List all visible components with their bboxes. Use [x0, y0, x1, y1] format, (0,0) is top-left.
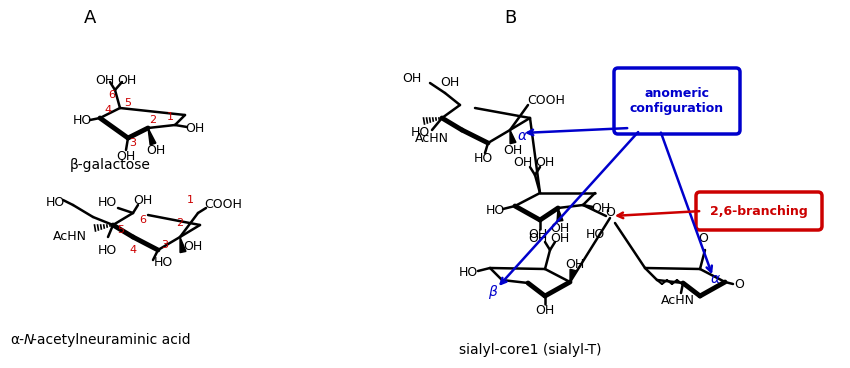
Text: O: O — [698, 231, 708, 244]
Text: -acetylneuraminic acid: -acetylneuraminic acid — [32, 333, 190, 347]
Text: OH: OH — [116, 149, 136, 163]
Text: HO: HO — [473, 152, 493, 164]
Text: 3: 3 — [162, 240, 168, 250]
Text: OH: OH — [565, 258, 585, 270]
Text: 4: 4 — [129, 245, 137, 255]
Text: HO: HO — [98, 244, 116, 256]
Text: OH: OH — [184, 241, 202, 254]
Text: 1: 1 — [186, 195, 194, 205]
Text: HO: HO — [586, 227, 604, 241]
Text: OH: OH — [536, 156, 554, 170]
Text: O: O — [605, 205, 615, 219]
Polygon shape — [180, 237, 186, 252]
Text: 5: 5 — [124, 98, 132, 108]
Text: OH: OH — [529, 231, 547, 244]
FancyBboxPatch shape — [696, 192, 822, 230]
Text: α-: α- — [10, 333, 24, 347]
Text: OH: OH — [146, 144, 166, 156]
Polygon shape — [557, 208, 563, 222]
Text: AcHN: AcHN — [415, 131, 449, 145]
Text: HO: HO — [458, 266, 478, 280]
Text: β: β — [488, 285, 496, 299]
Text: 1: 1 — [167, 112, 173, 122]
Text: OH: OH — [536, 304, 554, 316]
Text: 5: 5 — [117, 225, 124, 235]
Text: OH: OH — [592, 202, 610, 215]
Text: OH: OH — [185, 121, 205, 134]
Polygon shape — [510, 130, 516, 144]
Text: 3: 3 — [129, 138, 137, 148]
Text: COOH: COOH — [204, 198, 242, 212]
Text: 4: 4 — [105, 105, 111, 115]
Text: sialyl-core1 (sialyl-T): sialyl-core1 (sialyl-T) — [459, 343, 601, 357]
Text: OH: OH — [550, 222, 570, 234]
Polygon shape — [570, 269, 576, 282]
Text: OH: OH — [529, 229, 547, 241]
Text: OH: OH — [95, 74, 115, 86]
FancyBboxPatch shape — [614, 68, 740, 134]
Text: AcHN: AcHN — [661, 294, 695, 308]
Text: COOH: COOH — [527, 93, 565, 106]
Text: OH: OH — [133, 194, 153, 206]
Text: α: α — [518, 129, 526, 143]
Polygon shape — [148, 128, 156, 145]
Text: A: A — [84, 9, 96, 27]
Text: 2,6-branching: 2,6-branching — [710, 205, 808, 217]
Text: OH: OH — [440, 77, 460, 89]
Text: β-galactose: β-galactose — [70, 158, 150, 172]
Text: OH: OH — [402, 71, 422, 85]
Text: 2: 2 — [150, 115, 156, 125]
Text: HO: HO — [485, 205, 505, 217]
Text: α: α — [711, 272, 720, 286]
Text: 6: 6 — [139, 215, 146, 225]
Text: OH: OH — [503, 144, 523, 156]
Text: B: B — [504, 9, 516, 27]
Text: OH: OH — [117, 74, 137, 86]
Text: OH: OH — [550, 231, 570, 244]
Text: 6: 6 — [109, 90, 116, 100]
Text: HO: HO — [411, 127, 429, 139]
Text: AcHN: AcHN — [53, 230, 87, 244]
Text: N: N — [24, 333, 34, 347]
Text: HO: HO — [98, 197, 116, 209]
Text: HO: HO — [45, 197, 65, 209]
Text: 2: 2 — [177, 218, 184, 228]
Text: O: O — [734, 279, 744, 291]
Text: HO: HO — [72, 114, 92, 127]
Text: anomeric
configuration: anomeric configuration — [630, 87, 724, 115]
Text: HO: HO — [153, 256, 173, 269]
Text: OH: OH — [513, 156, 533, 170]
